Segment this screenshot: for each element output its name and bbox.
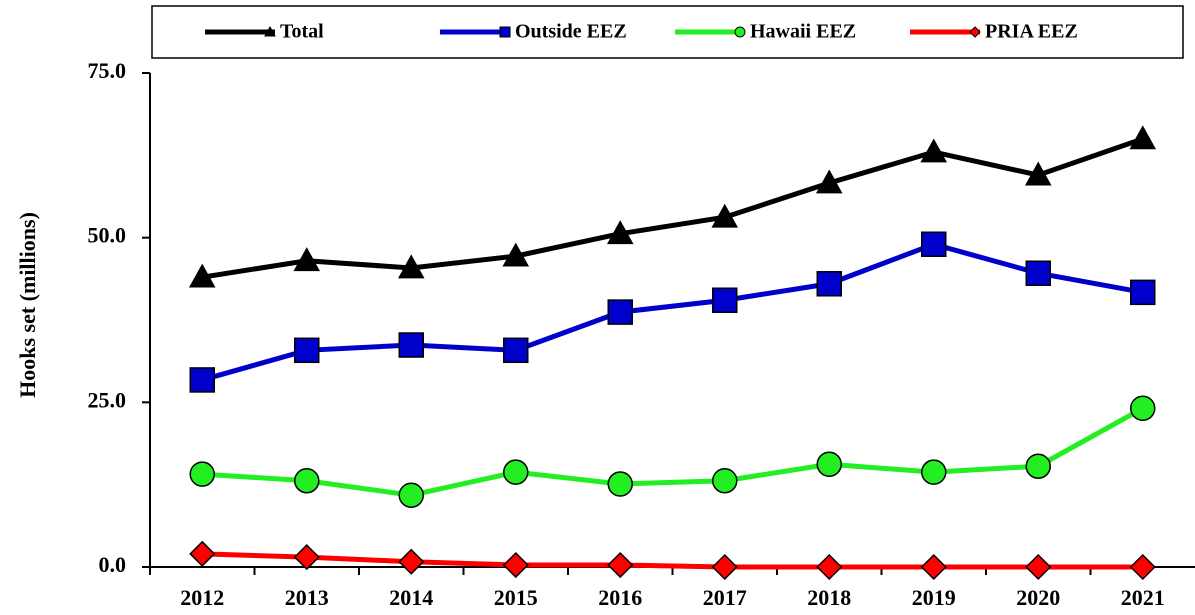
marker [499,26,511,38]
marker [734,26,746,38]
series-line [201,136,1144,280]
data-point [1130,279,1156,306]
data-point [293,544,320,571]
legend-label: Hawaii EEZ [750,21,856,43]
legend-label: Total [280,21,324,43]
x-tick-label: 2015 [494,585,538,610]
data-point [607,551,634,579]
y-axis-label: Hooks set (millions) [15,212,40,398]
data-point [189,367,215,393]
y-tick-label: 50.0 [88,223,127,248]
y-tick-label: 75.0 [88,58,127,83]
x-tick-label: 2019 [912,585,956,610]
data-point [1025,553,1052,581]
data-point [711,553,738,581]
marker [969,26,981,38]
data-point [397,254,425,279]
x-tick-label: 2018 [807,585,851,610]
data-point [921,231,947,258]
data-point [920,553,947,581]
data-point [1025,453,1051,479]
x-tick-label: 2013 [285,585,329,610]
x-tick-label: 2016 [598,585,642,610]
data-point [920,138,948,163]
data-point [816,451,842,477]
data-point [712,287,738,313]
x-tick-label: 2021 [1121,585,1165,610]
data-point [188,263,216,288]
data-point [503,337,529,364]
data-point [189,540,216,567]
data-point [1025,260,1051,286]
data-point [398,548,425,575]
data-point [816,271,842,297]
x-tick-label: 2012 [180,585,224,610]
data-point [502,242,530,267]
data-point [398,332,424,358]
data-point [398,482,424,508]
data-point [816,553,843,581]
data-point [1130,395,1156,422]
data-point [606,220,634,245]
data-point [1024,161,1052,186]
data-point [189,461,215,487]
legend-label: Outside EEZ [515,21,627,43]
data-point [607,471,633,497]
x-tick-label: 2014 [389,585,433,610]
data-point [1129,125,1157,150]
data-point [607,299,633,325]
y-tick-label: 0.0 [99,552,127,577]
data-point [711,203,739,228]
series-line [202,551,1143,570]
data-point [294,337,320,364]
data-point [293,247,321,272]
x-tick-label: 2017 [703,585,747,610]
data-point [502,551,529,579]
data-point [921,459,947,485]
series-line [202,406,1144,498]
x-tick-label: 2020 [1016,585,1060,610]
data-point [503,459,529,485]
data-point [294,467,320,494]
data-point [1129,553,1156,581]
series-line [201,241,1144,383]
legend-label: PRIA EEZ [985,21,1078,43]
marker [264,25,276,37]
data-point [815,169,843,194]
legend-box [151,5,1184,59]
y-tick-label: 25.0 [88,387,127,412]
data-point [712,467,738,494]
